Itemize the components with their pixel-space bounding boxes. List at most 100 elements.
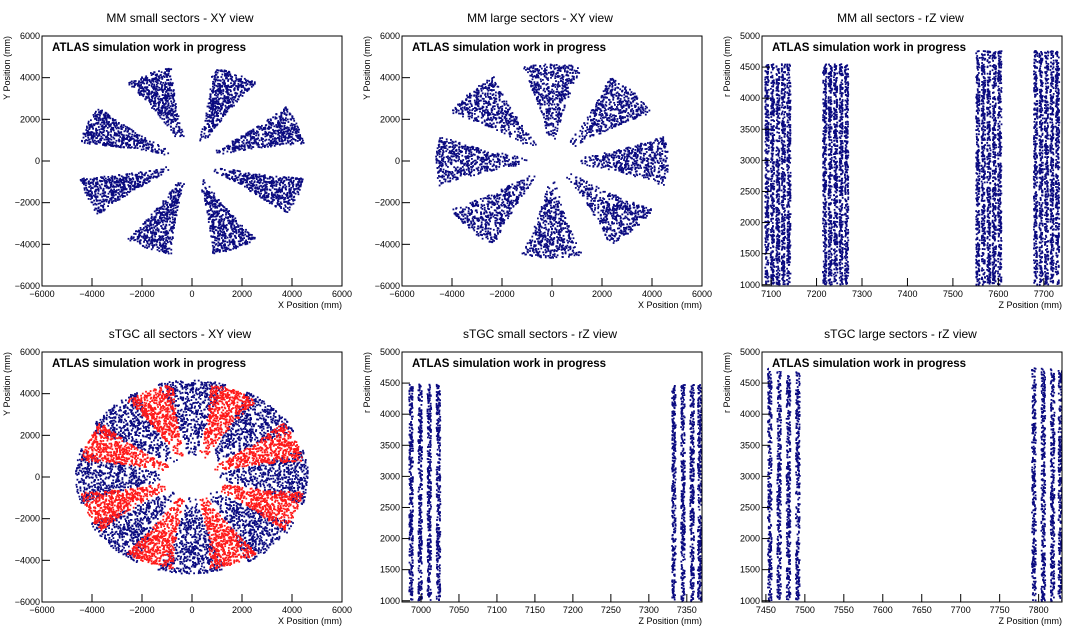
data-point bbox=[149, 99, 151, 101]
data-point bbox=[580, 130, 582, 132]
data-point bbox=[664, 151, 666, 153]
data-point bbox=[626, 115, 628, 117]
data-point bbox=[224, 73, 226, 75]
data-point bbox=[229, 74, 231, 76]
data-point bbox=[636, 164, 638, 166]
data-point bbox=[662, 180, 664, 182]
data-point bbox=[143, 88, 145, 90]
data-point bbox=[245, 79, 247, 81]
data-point bbox=[235, 92, 237, 94]
data-point bbox=[246, 142, 248, 144]
data-point bbox=[154, 241, 156, 243]
data-point bbox=[162, 214, 164, 216]
data-point bbox=[102, 190, 104, 192]
data-point bbox=[646, 148, 648, 150]
data-point bbox=[629, 94, 631, 96]
data-point bbox=[640, 165, 642, 167]
data-point bbox=[633, 174, 635, 176]
data-point bbox=[206, 118, 208, 120]
data-point bbox=[226, 96, 228, 98]
data-point bbox=[88, 182, 90, 184]
data-point bbox=[291, 198, 293, 200]
data-point bbox=[663, 159, 665, 161]
data-point bbox=[111, 192, 113, 194]
data-point bbox=[119, 146, 121, 148]
data-point bbox=[303, 142, 305, 144]
data-point bbox=[272, 135, 274, 137]
data-point bbox=[215, 98, 217, 100]
data-point bbox=[224, 237, 226, 239]
data-point bbox=[93, 116, 95, 118]
data-point bbox=[604, 108, 606, 110]
data-point bbox=[207, 135, 209, 137]
data-point bbox=[108, 179, 110, 181]
data-point bbox=[162, 235, 164, 237]
data-point bbox=[247, 175, 249, 177]
data-points bbox=[435, 64, 669, 259]
data-point bbox=[147, 142, 149, 144]
data-point bbox=[126, 194, 128, 196]
data-point bbox=[289, 209, 291, 211]
data-point bbox=[84, 189, 86, 191]
data-point bbox=[204, 187, 206, 189]
data-point bbox=[286, 126, 288, 128]
data-point bbox=[178, 115, 180, 117]
data-point bbox=[158, 96, 160, 98]
data-point bbox=[211, 112, 213, 114]
data-point bbox=[113, 189, 115, 191]
data-point bbox=[108, 201, 110, 203]
data-point bbox=[287, 140, 289, 142]
data-point bbox=[223, 221, 225, 223]
data-point bbox=[298, 185, 300, 187]
data-point bbox=[170, 209, 172, 211]
data-point bbox=[607, 165, 609, 167]
data-point bbox=[249, 144, 251, 146]
data-point bbox=[277, 122, 279, 124]
data-point bbox=[611, 116, 613, 118]
data-point bbox=[130, 237, 132, 239]
data-point bbox=[264, 196, 266, 198]
data-point bbox=[176, 199, 178, 201]
data-point bbox=[251, 234, 253, 236]
data-point bbox=[84, 142, 86, 144]
data-point bbox=[634, 93, 636, 95]
data-point bbox=[96, 213, 98, 215]
data-point bbox=[167, 152, 169, 154]
data-point bbox=[623, 159, 625, 161]
data-point bbox=[255, 135, 257, 137]
data-point bbox=[141, 149, 143, 151]
data-point bbox=[98, 203, 100, 205]
data-point bbox=[151, 96, 153, 98]
data-point bbox=[271, 202, 273, 204]
data-point bbox=[92, 141, 94, 143]
data-point bbox=[138, 89, 140, 91]
data-point bbox=[275, 185, 277, 187]
data-point bbox=[281, 139, 283, 141]
data-point bbox=[266, 195, 268, 197]
data-point bbox=[218, 199, 220, 201]
data-point bbox=[222, 173, 224, 175]
data-point bbox=[288, 121, 290, 123]
x-tick-label: −4000 bbox=[79, 289, 104, 299]
data-point bbox=[649, 154, 651, 156]
data-point bbox=[217, 93, 219, 95]
data-point bbox=[235, 229, 237, 231]
data-point bbox=[586, 161, 588, 163]
data-point bbox=[229, 72, 231, 74]
data-point bbox=[133, 233, 135, 235]
data-point bbox=[136, 145, 138, 147]
data-point bbox=[96, 200, 98, 202]
data-point bbox=[127, 184, 129, 186]
data-point bbox=[151, 227, 153, 229]
data-point bbox=[168, 95, 170, 97]
data-point bbox=[201, 136, 203, 138]
data-point bbox=[287, 197, 289, 199]
data-point bbox=[213, 101, 215, 103]
data-point bbox=[217, 96, 219, 98]
data-point bbox=[180, 193, 182, 195]
data-point bbox=[274, 188, 276, 190]
data-point bbox=[208, 126, 210, 128]
data-point bbox=[115, 198, 117, 200]
data-point bbox=[592, 120, 594, 122]
data-point bbox=[136, 186, 138, 188]
